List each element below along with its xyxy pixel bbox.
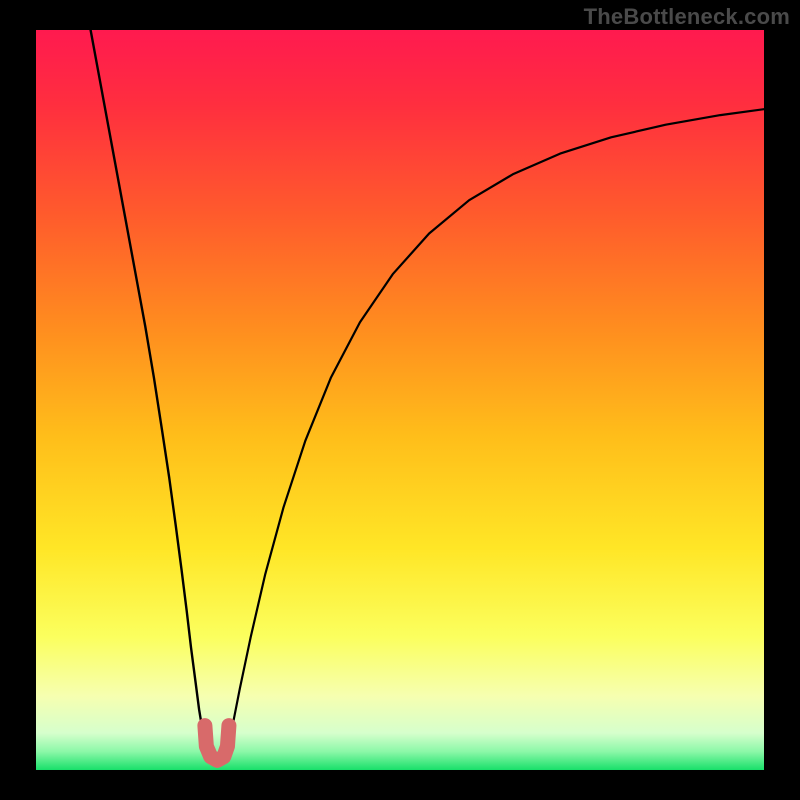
curve-left-branch (91, 30, 207, 748)
cup-marker (205, 726, 229, 761)
watermark-text: TheBottleneck.com (584, 4, 790, 30)
curve-right-branch (227, 109, 764, 748)
stage: TheBottleneck.com (0, 0, 800, 800)
curves-layer (36, 30, 764, 770)
plot-area (36, 30, 764, 770)
